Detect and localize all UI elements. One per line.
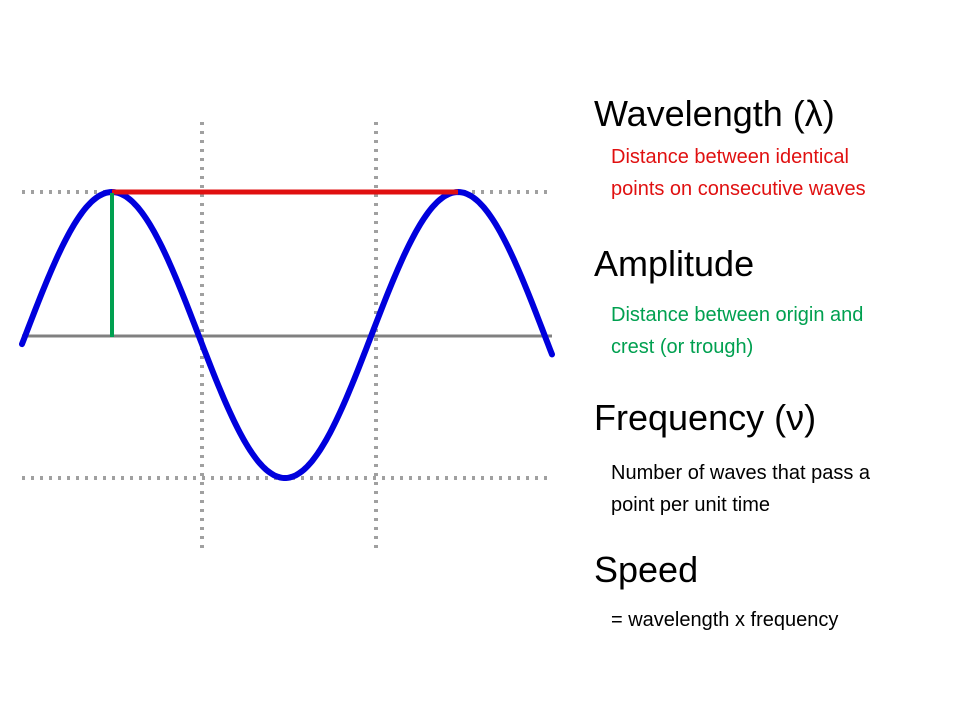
- term-description: point per unit time: [611, 494, 770, 516]
- term-description: Distance between origin and: [611, 304, 864, 326]
- term-description: = wavelength x frequency: [611, 609, 839, 631]
- term-heading: Amplitude: [594, 243, 755, 284]
- sine-wave: [19, 188, 555, 481]
- term-heading: Speed: [594, 549, 699, 590]
- term-description: Number of waves that pass a: [611, 462, 871, 484]
- wave-diagram: [19, 122, 555, 550]
- term-description: points on consecutive waves: [611, 178, 866, 200]
- term-heading: Frequency (ν): [594, 397, 817, 438]
- term-heading: Wavelength (λ): [594, 93, 835, 134]
- term-description: Distance between identical: [611, 146, 849, 168]
- term-description: crest (or trough): [611, 336, 754, 358]
